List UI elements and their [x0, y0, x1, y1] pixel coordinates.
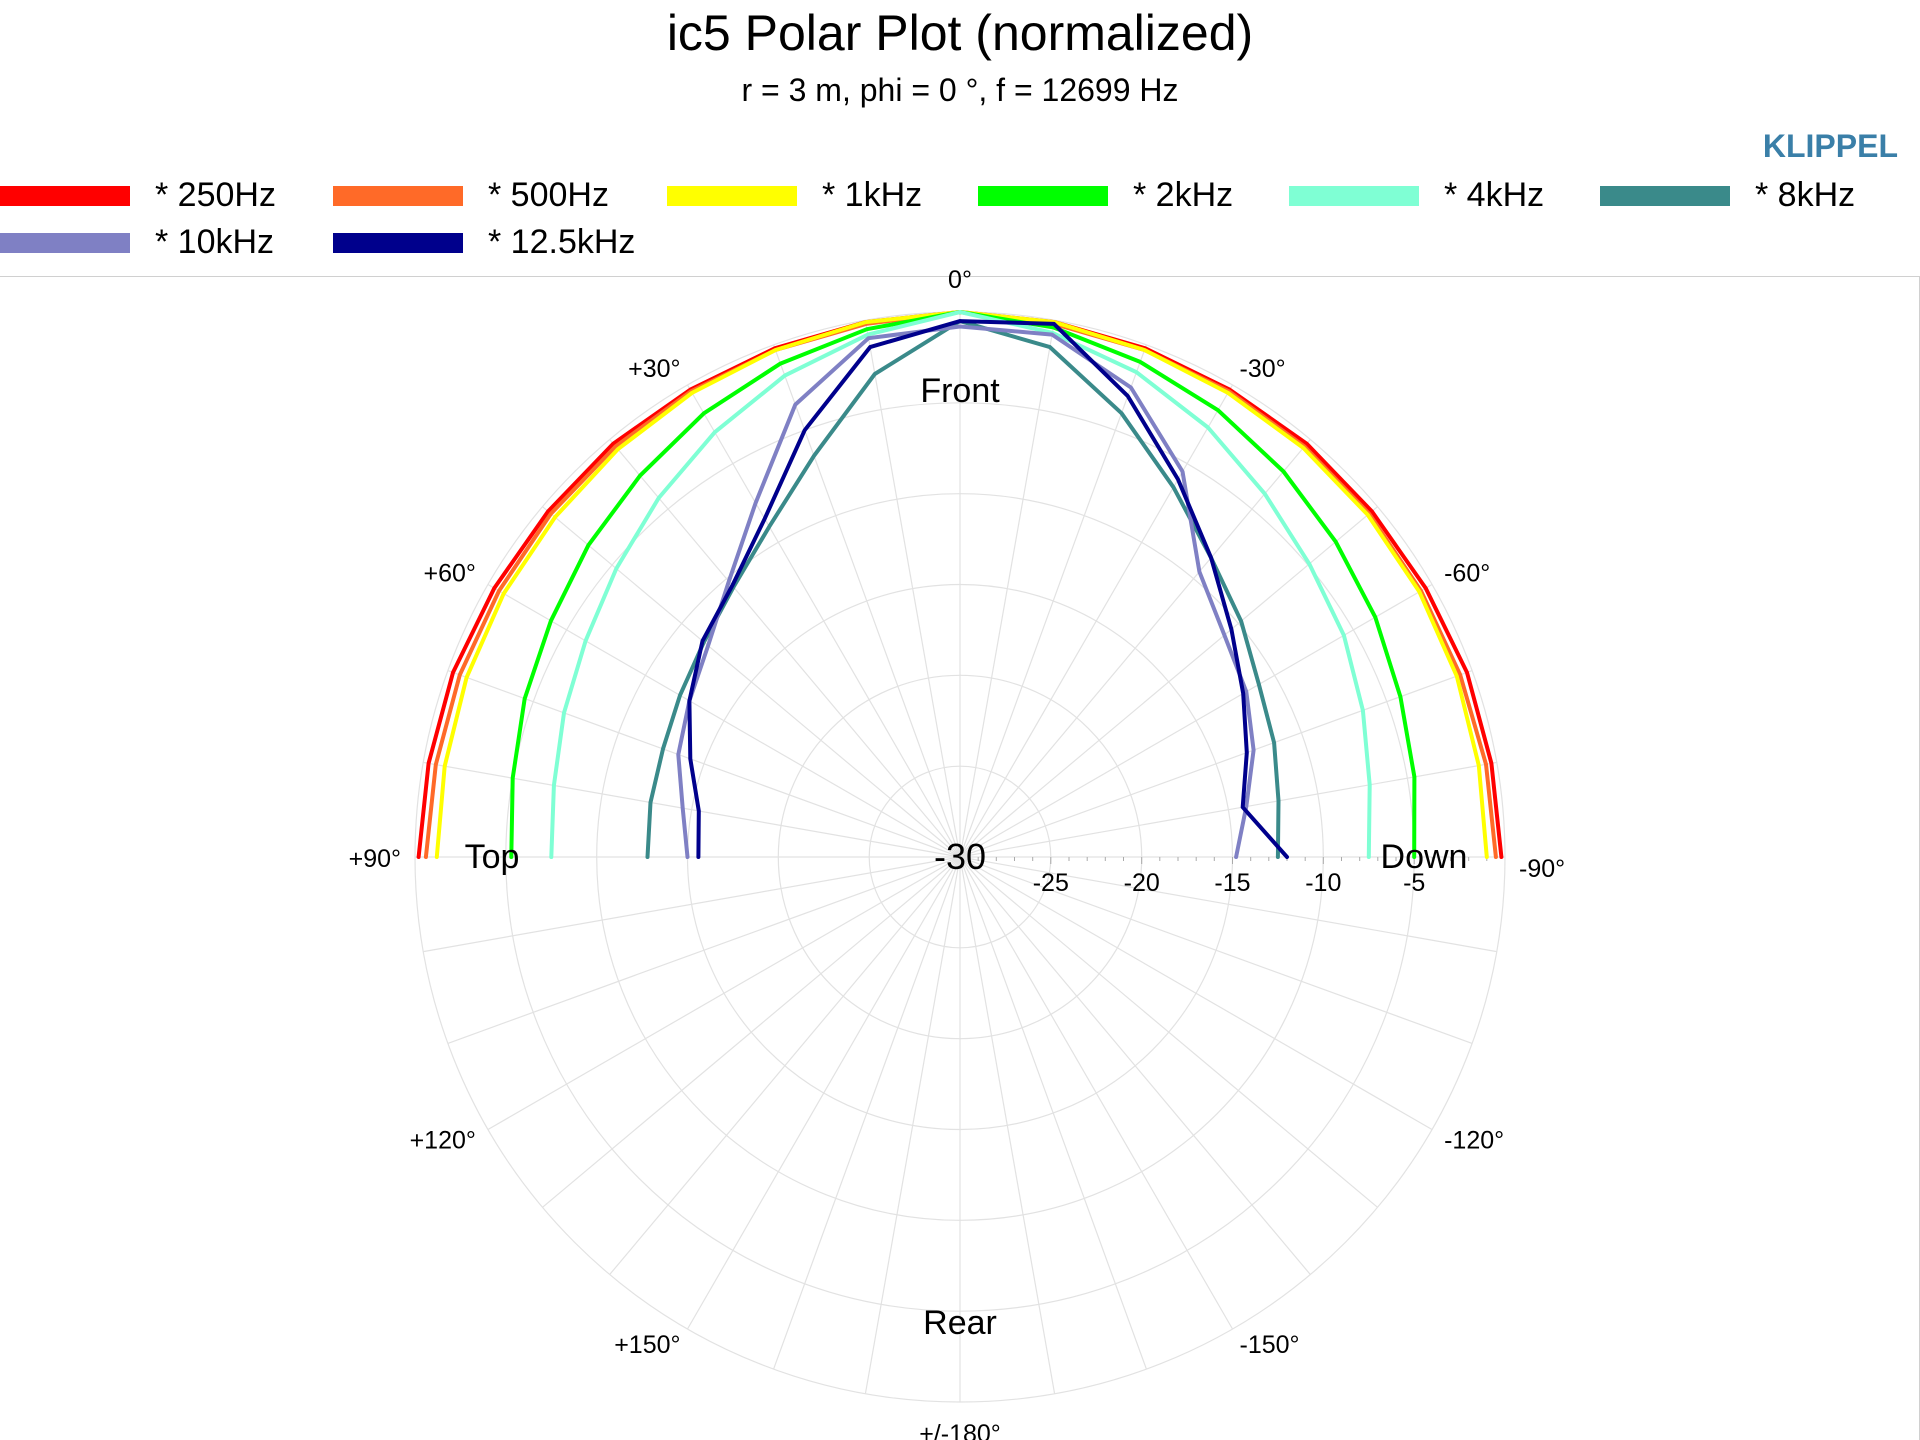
radial-tick-label: -15 [1214, 869, 1250, 897]
brand-logo: KLIPPEL [1762, 128, 1898, 164]
grid-spoke [959, 856, 1234, 1330]
legend-label-8khz: * 8kHz [1755, 176, 1856, 214]
region-label-front: Front [920, 372, 1000, 410]
grid-spoke [542, 856, 961, 1208]
grid-spoke [864, 320, 961, 858]
grid-spoke [423, 856, 961, 953]
grid-spoke [959, 320, 1056, 858]
grid-spoke [959, 856, 1311, 1275]
legend: * 250Hz * 500Hz * 1kHz * 2kHz * 4kHz * 8… [0, 172, 1920, 272]
legend-swatch-1khz [667, 186, 797, 206]
polar-curves [416, 310, 1504, 859]
legend-swatch-4khz [1289, 186, 1419, 206]
region-label-down: Down [1381, 838, 1468, 876]
series-line-4khz [549, 310, 1372, 859]
angle-label: +60° [423, 560, 475, 588]
angle-label: 0° [948, 266, 972, 294]
grid-spoke [447, 670, 961, 858]
legend-swatch-2khz [978, 186, 1108, 206]
legend-swatch-500hz [333, 186, 463, 206]
legend-swatch-8khz [1600, 186, 1730, 206]
legend-swatch-10khz [0, 233, 130, 253]
polar-grid [414, 311, 1506, 1403]
angle-label: -120° [1444, 1127, 1504, 1155]
grid-spoke [959, 344, 1147, 858]
grid-spoke [609, 856, 961, 1275]
angle-label: +90° [349, 845, 401, 873]
angle-label: -30° [1240, 355, 1286, 383]
grid-spoke [686, 856, 961, 1330]
grid-spoke [959, 761, 1497, 858]
grid-spoke [959, 856, 1147, 1370]
chart-title: ic5 Polar Plot (normalized) [666, 5, 1254, 61]
grid-spoke [864, 856, 961, 1394]
grid-spoke [686, 384, 961, 858]
radial-tick-label: -20 [1124, 869, 1160, 897]
angle-label: -60° [1444, 560, 1490, 588]
grid-spoke [542, 506, 961, 858]
angle-label: +150° [614, 1331, 680, 1359]
chart-subtitle: r = 3 m, phi = 0 °, f = 12699 Hz [741, 72, 1179, 108]
grid-spoke [773, 344, 961, 858]
grid-spoke [959, 856, 1433, 1131]
grid-spoke [609, 439, 961, 858]
polar-labels: 0° +30° +60° +90° +120° +150° +/-180° -30° -60° -… [349, 266, 1566, 1440]
legend-label-500hz: * 500Hz [488, 176, 609, 214]
legend-label-1khz: * 1kHz [822, 176, 923, 214]
grid-spoke [773, 856, 961, 1370]
grid-spoke [959, 670, 1473, 858]
grid-spoke [959, 439, 1311, 858]
series-line-125khz [687, 319, 1289, 859]
radial-tick-label: -5 [1403, 869, 1425, 897]
legend-label-2khz: * 2kHz [1133, 176, 1234, 214]
region-label-top: Top [465, 838, 520, 876]
legend-swatch-12-5khz [333, 233, 463, 253]
angle-label: +120° [410, 1127, 476, 1155]
grid-spoke [447, 856, 961, 1044]
grid-spoke [959, 856, 1056, 1394]
legend-label-250hz: * 250Hz [155, 176, 276, 214]
legend-label-4khz: * 4kHz [1444, 176, 1545, 214]
grid-spoke [959, 856, 1497, 953]
legend-swatch-250hz [0, 186, 130, 206]
legend-label-10khz: * 10kHz [155, 223, 275, 261]
radial-tick-label: -30 [934, 836, 986, 877]
angle-label: +30° [628, 355, 680, 383]
grid-spoke [959, 856, 1378, 1208]
grid-spoke [487, 856, 961, 1131]
angle-label: -150° [1240, 1331, 1300, 1359]
radial-tick-label: -25 [1033, 869, 1069, 897]
grid-spoke [959, 583, 1433, 858]
region-label-rear: Rear [923, 1304, 997, 1342]
radial-tick-label: -10 [1305, 869, 1341, 897]
angle-label: -90° [1519, 855, 1565, 883]
plot-frame-top [0, 276, 1920, 277]
grid-spoke [487, 583, 961, 858]
angle-label: +/-180° [919, 1420, 1001, 1440]
legend-label-12-5khz: * 12.5kHz [488, 223, 636, 261]
grid-spoke [959, 384, 1234, 858]
grid-spoke [959, 856, 1473, 1044]
